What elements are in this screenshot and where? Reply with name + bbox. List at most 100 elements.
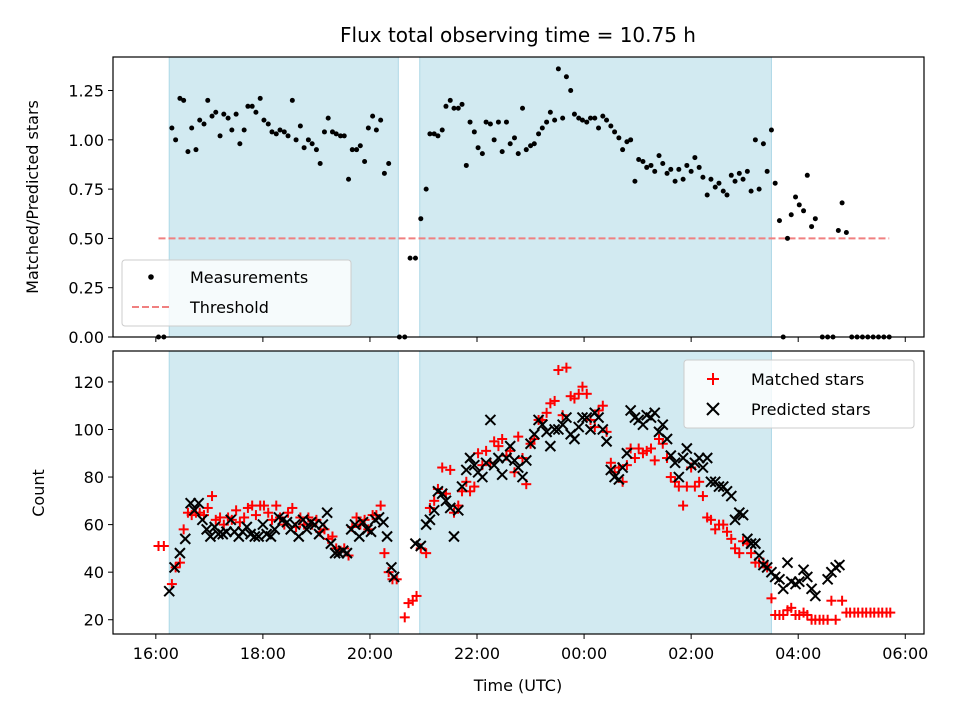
predicted-point [317,518,329,531]
predicted-point [480,457,492,469]
measurement-point [584,119,590,125]
measurement-point [652,168,658,174]
measurement-point [628,137,634,143]
measurement-point [193,147,199,153]
measurement-point [301,145,307,151]
measurement-point [712,184,718,190]
matched-point [453,500,464,511]
measurement-point [740,176,746,182]
predicted-point [448,530,460,543]
matched-point [589,422,600,433]
measurement-point [531,141,537,147]
predicted-point [415,540,427,552]
top-legend-box [121,259,352,327]
bottom-x-tick-label: 00:00 [561,644,607,663]
predicted-point [289,518,301,531]
measurement-point [487,121,493,127]
matched-point [605,457,616,468]
matched-point [178,524,189,535]
shaded-region [168,350,399,635]
measurement-point [732,178,738,184]
measurement-point [812,216,818,222]
measurement-point [386,160,392,166]
matched-point [327,531,338,542]
measurement-point [325,115,331,121]
measurement-point [600,113,606,119]
predicted-point [657,419,669,431]
matched-point [375,500,386,511]
predicted-point [192,497,205,509]
predicted-point [444,502,456,514]
predicted-point [440,495,452,507]
predicted-point [573,421,585,433]
measurement-point [672,178,678,184]
measurement-point [373,127,379,133]
measurement-point [455,105,461,111]
measurement-point [289,97,295,103]
matched-point [649,455,660,466]
predicted-point [613,473,625,486]
matched-point [722,526,733,537]
predicted-point [673,471,685,483]
predicted-point [560,411,573,424]
matched-point [481,445,492,456]
matched-point [885,607,896,618]
legend-matched-label: Matched stars [751,370,864,389]
measurement-point [225,115,231,121]
top-y-tick-label: 1.00 [68,131,104,150]
bottom-legend-box [683,359,915,429]
measurement-point [253,109,259,115]
predicted-point [365,526,377,538]
legend-threshold-label: Threshold [189,298,269,317]
predicted-point [460,464,473,476]
measurement-point [664,170,670,176]
measurement-point [381,170,387,176]
predicted-point [649,407,661,419]
predicted-point [241,521,253,533]
measurement-point [784,235,790,241]
shaded-region [419,56,772,338]
matched-point [694,476,705,487]
measurement-point [341,133,347,139]
chart-title: Flux total observing time = 10.75 h [340,23,696,47]
measurement-point [636,157,642,163]
measurement-point [237,141,243,147]
measurement-point [560,115,566,121]
predicted-point [749,537,762,550]
measurement-point [507,141,513,147]
measurement-point [447,97,453,103]
measurement-point [261,117,267,123]
measurement-point [736,170,742,176]
measurement-point [213,109,219,115]
predicted-point [697,461,709,474]
matched-point [174,557,185,568]
legend-predicted-label: Predicted stars [751,400,871,419]
predicted-point [301,523,313,536]
predicted-point [168,561,181,574]
measurement-point [241,127,247,133]
top-panel: 0.00 0.25 0.50 0.75 1.00 1.25 Matched/Predict… [23,56,925,347]
measurement-point [793,194,799,200]
matched-point [271,500,282,511]
matched-point [541,407,552,418]
predicted-point [385,561,398,574]
bottom-x-tick-label: 16:00 [133,644,179,663]
predicted-point [821,573,834,586]
bottom-panel: 20 40 60 80 100 120 16:00 18:00 20:00 22:00 00:00… [29,350,928,695]
matched-point [287,502,298,513]
bottom-x-tick-label: 06:00 [882,644,928,663]
predicted-point [496,468,508,481]
bottom-y-tick-label: 60 [84,516,104,535]
measurement-point [596,125,602,131]
measurement-point [503,119,509,125]
matched-point [263,507,274,518]
measurement-point [321,129,327,135]
predicted-point [196,514,209,526]
measurement-point [491,137,497,143]
predicted-point [576,411,589,424]
top-y-ticks: 0.00 0.25 0.50 0.75 1.00 1.25 [68,82,113,347]
predicted-point [729,514,741,526]
measurement-point [423,186,429,192]
predicted-point [801,571,814,583]
predicted-point [592,411,605,424]
